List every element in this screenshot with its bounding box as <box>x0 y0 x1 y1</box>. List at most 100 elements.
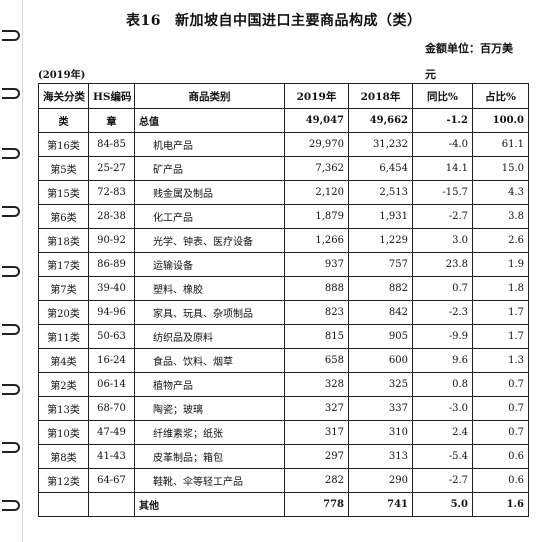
row-share: 15.0 <box>472 156 529 181</box>
header-hs-code: HS编码 <box>88 83 135 109</box>
row-yoy: -2.7 <box>412 204 473 229</box>
table-number: 表16 <box>126 13 161 29</box>
row-category: 皮革制品；箱包 <box>134 444 285 469</box>
row-value-2018: 6,454 <box>348 156 413 181</box>
row-class: 第8类 <box>38 444 89 469</box>
binder-ring-icon <box>2 384 20 395</box>
row-hs-code: 68-70 <box>88 396 135 421</box>
page-edge <box>22 0 23 542</box>
row-class: 第12类 <box>38 468 89 493</box>
row-yoy: 23.8 <box>412 252 473 277</box>
table-row: 第12类 64-67 鞋靴、伞等轻工产品 282 290 -2.7 0.6 <box>38 468 529 493</box>
row-class: 第16类 <box>38 132 89 157</box>
row-class: 第18类 <box>38 228 89 253</box>
row-hs-code: 84-85 <box>88 132 135 157</box>
row-hs-code: 50-63 <box>88 324 135 349</box>
row-yoy: -5.4 <box>412 444 473 469</box>
row-value-2019: 937 <box>284 252 349 277</box>
row-hs-code: 41-43 <box>88 444 135 469</box>
row-value-2019: 815 <box>284 324 349 349</box>
row-category: 机电产品 <box>134 132 285 157</box>
row-share: 1.7 <box>472 300 529 325</box>
row-yoy: 0.7 <box>412 276 473 301</box>
table-row: 第7类 39-40 塑料、橡胶 888 882 0.7 1.8 <box>38 276 529 301</box>
table-row: 第18类 90-92 光学、钟表、医疗设备 1,266 1,229 3.0 2.6 <box>38 228 529 253</box>
table-header-row: 海关分类 HS编码 商品类别 2019年 2018年 同比% 占比% <box>38 83 529 109</box>
row-category: 植物产品 <box>134 372 285 397</box>
row-hs-code: 06-14 <box>88 372 135 397</box>
row-value-2018: 1,229 <box>348 228 413 253</box>
row-category: 化工产品 <box>134 204 285 229</box>
row-hs-code: 16-24 <box>88 348 135 373</box>
row-category: 家具、玩具、杂项制品 <box>134 300 285 325</box>
row-class: 第7类 <box>38 276 89 301</box>
other-hs <box>88 492 135 517</box>
row-category: 矿产品 <box>134 156 285 181</box>
total-label: 总值 <box>134 108 285 133</box>
binder-ring-icon <box>2 266 20 277</box>
header-customs-class: 海关分类 <box>38 83 89 109</box>
row-value-2019: 888 <box>284 276 349 301</box>
subheader-hs: 章 <box>88 108 135 133</box>
row-yoy: 0.8 <box>412 372 473 397</box>
row-hs-code: 72-83 <box>88 180 135 205</box>
row-value-2019: 1,879 <box>284 204 349 229</box>
row-class: 第20类 <box>38 300 89 325</box>
row-category: 塑料、橡胶 <box>134 276 285 301</box>
row-yoy: -2.7 <box>412 468 473 493</box>
other-class <box>38 492 89 517</box>
table-row: 第15类 72-83 贱金属及制品 2,120 2,513 -15.7 4.3 <box>38 180 529 205</box>
table-row: 第20类 94-96 家具、玩具、杂项制品 823 842 -2.3 1.7 <box>38 300 529 325</box>
row-class: 第5类 <box>38 156 89 181</box>
row-value-2019: 658 <box>284 348 349 373</box>
unit-label-wrap: 元 <box>425 68 436 81</box>
row-value-2018: 290 <box>348 468 413 493</box>
row-value-2018: 842 <box>348 300 413 325</box>
binder-ring-icon <box>2 500 20 511</box>
header-2019: 2019年 <box>284 83 349 109</box>
row-yoy: -15.7 <box>412 180 473 205</box>
other-row: 其他 778 741 5.0 1.6 <box>38 492 529 517</box>
table-row: 第16类 84-85 机电产品 29,970 31,232 -4.0 61.1 <box>38 132 529 157</box>
row-category: 鞋靴、伞等轻工产品 <box>134 468 285 493</box>
row-yoy: -9.9 <box>412 324 473 349</box>
row-value-2018: 600 <box>348 348 413 373</box>
row-share: 1.9 <box>472 252 529 277</box>
binder-ring-icon <box>2 30 20 41</box>
table-title: 表16 新加坡自中国进口主要商品构成（类） <box>126 10 421 30</box>
row-hs-code: 39-40 <box>88 276 135 301</box>
row-class: 第10类 <box>38 420 89 445</box>
row-share: 3.8 <box>472 204 529 229</box>
row-class: 第6类 <box>38 204 89 229</box>
row-share: 1.3 <box>472 348 529 373</box>
header-2018: 2018年 <box>348 83 413 109</box>
row-share: 1.8 <box>472 276 529 301</box>
row-value-2018: 2,513 <box>348 180 413 205</box>
row-category: 纺织品及原料 <box>134 324 285 349</box>
row-share: 61.1 <box>472 132 529 157</box>
header-category: 商品类别 <box>134 83 285 109</box>
table-row: 第10类 47-49 纤维素浆；纸张 317 310 2.4 0.7 <box>38 420 529 445</box>
row-yoy: -4.0 <box>412 132 473 157</box>
row-class: 第4类 <box>38 348 89 373</box>
table-row: 第6类 28-38 化工产品 1,879 1,931 -2.7 3.8 <box>38 204 529 229</box>
row-value-2018: 757 <box>348 252 413 277</box>
year-label: (2019年) <box>38 70 86 81</box>
row-class: 第15类 <box>38 180 89 205</box>
row-category: 贱金属及制品 <box>134 180 285 205</box>
row-yoy: 14.1 <box>412 156 473 181</box>
row-value-2019: 1,266 <box>284 228 349 253</box>
row-yoy: -2.3 <box>412 300 473 325</box>
row-hs-code: 47-49 <box>88 420 135 445</box>
total-row: 类 章 总值 49,047 49,662 -1.2 100.0 <box>38 108 529 133</box>
row-category: 食品、饮料、烟草 <box>134 348 285 373</box>
row-share: 0.7 <box>472 396 529 421</box>
row-value-2018: 337 <box>348 396 413 421</box>
row-value-2019: 297 <box>284 444 349 469</box>
header-yoy: 同比% <box>412 83 473 109</box>
table-row: 第13类 68-70 陶瓷；玻璃 327 337 -3.0 0.7 <box>38 396 529 421</box>
table-row: 第17类 86-89 运输设备 937 757 23.8 1.9 <box>38 252 529 277</box>
row-value-2019: 282 <box>284 468 349 493</box>
other-yoy: 5.0 <box>412 492 473 517</box>
other-2018: 741 <box>348 492 413 517</box>
